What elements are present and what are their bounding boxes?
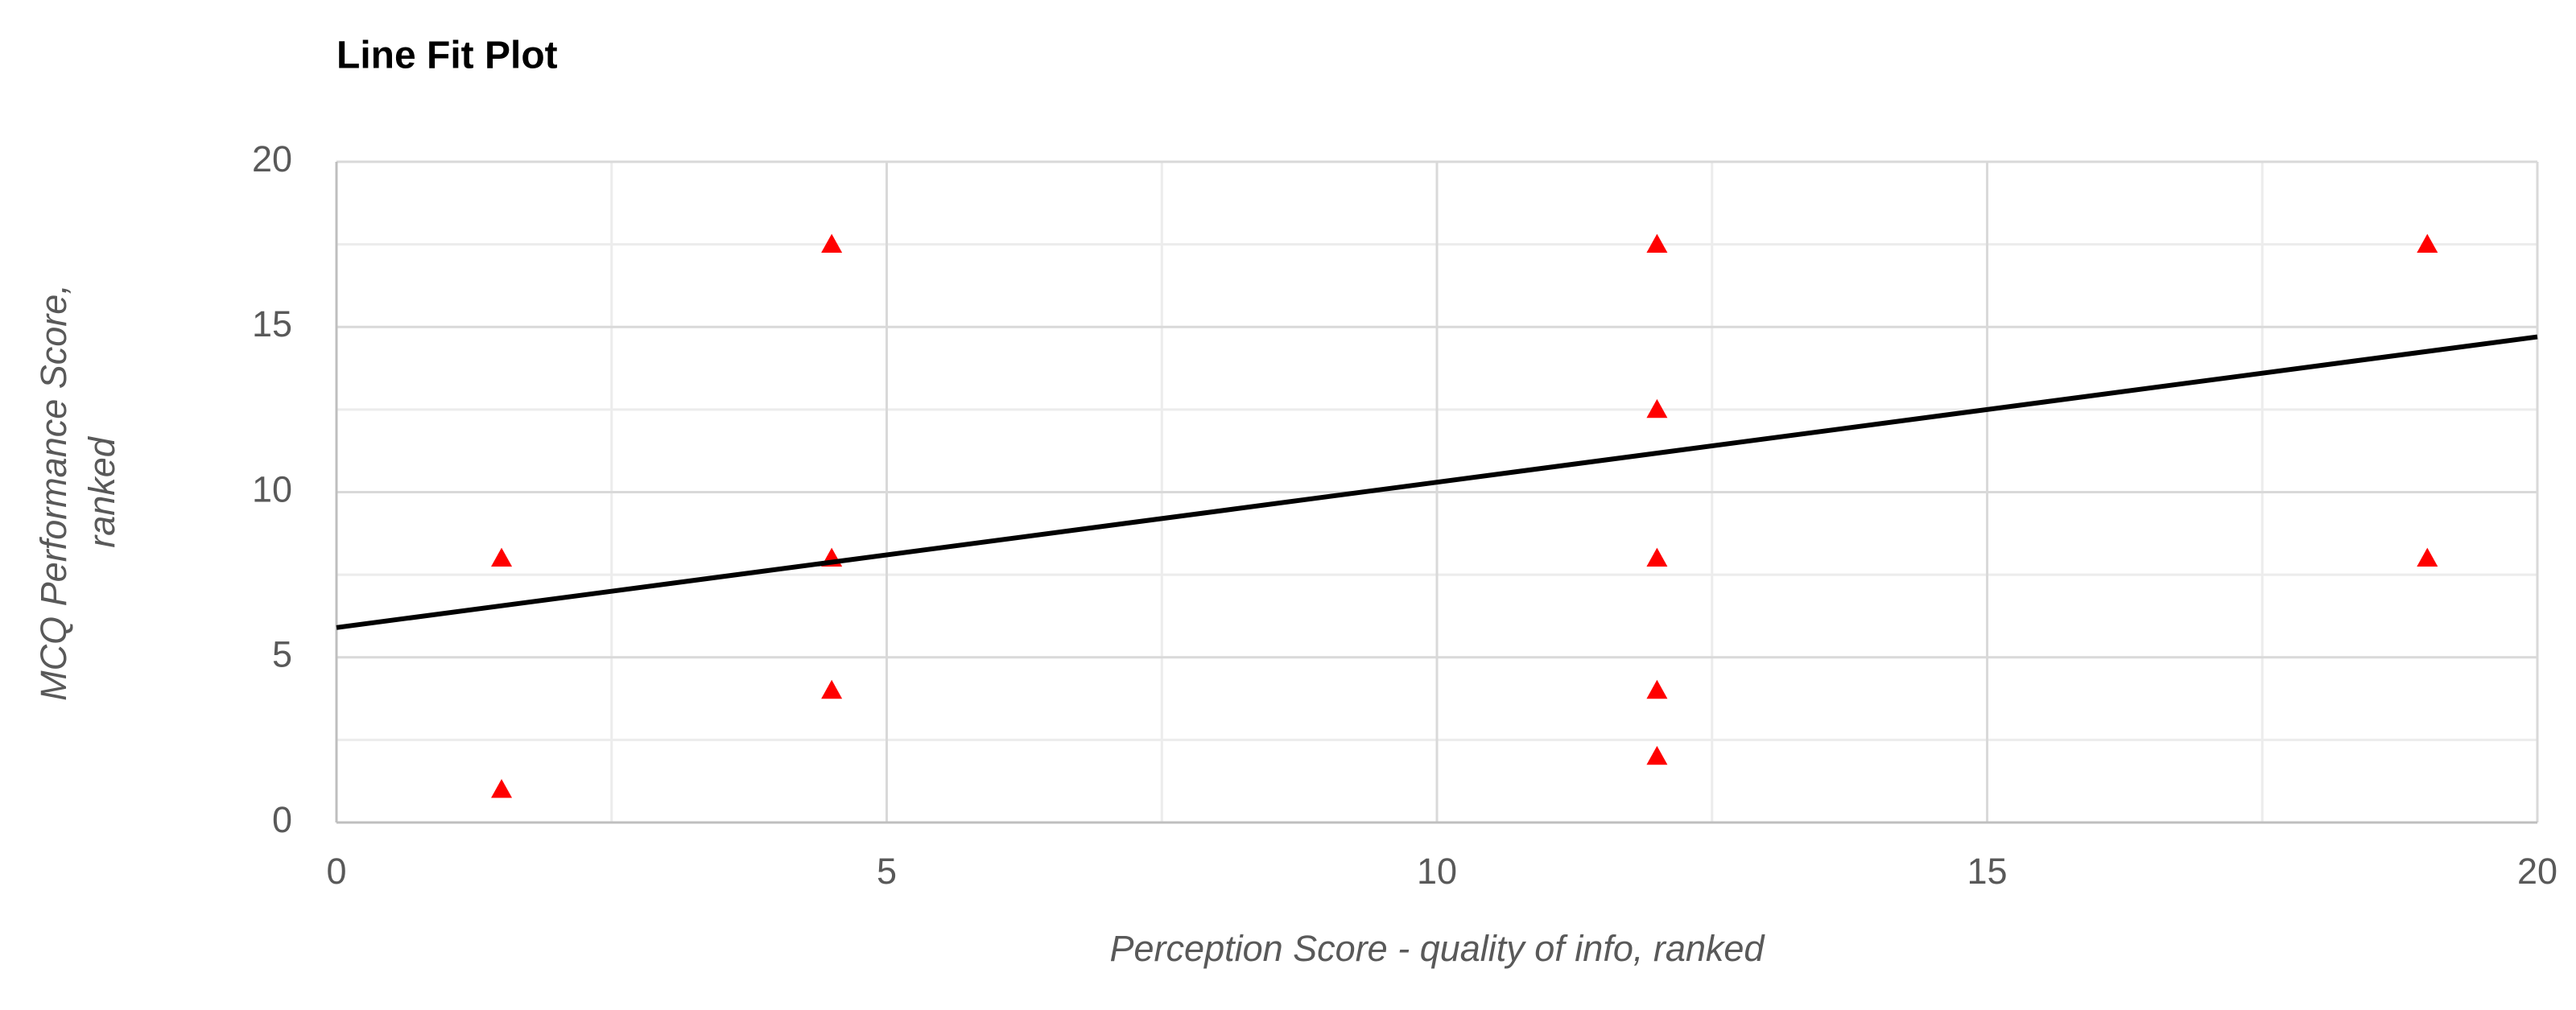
x-tick-label: 10: [1417, 851, 1457, 892]
marker: [1646, 233, 1668, 254]
marker: [821, 233, 843, 254]
marker: [2417, 547, 2438, 567]
marker: [1646, 679, 1668, 699]
x-tick-label: 0: [326, 851, 346, 892]
x-axis-label: Perception Score - quality of info, rank…: [1110, 928, 1766, 969]
marker: [491, 547, 513, 567]
marker: [1646, 745, 1668, 765]
marker: [491, 778, 513, 798]
marker: [2417, 233, 2438, 254]
y-tick-label: 15: [252, 303, 292, 344]
x-tick-label: 20: [2517, 851, 2557, 892]
y-tick-label: 20: [252, 138, 292, 179]
y-axis-label-line: MCQ Performance Score,: [33, 284, 74, 701]
y-tick-label: 5: [272, 634, 292, 675]
x-tick-label: 15: [1967, 851, 2007, 892]
fit-line: [336, 334, 2538, 630]
y-axis-label-line: ranked: [81, 435, 122, 548]
y-tick-label: 10: [252, 468, 292, 509]
marker: [821, 679, 843, 699]
y-axis-label: MCQ Performance Score, ranked: [33, 284, 122, 701]
marker: [1646, 398, 1668, 418]
marker: [1646, 547, 1668, 567]
y-tick-label: 0: [272, 799, 292, 840]
x-tick-label: 5: [877, 851, 897, 892]
chart-title: Line Fit Plot: [336, 35, 558, 77]
